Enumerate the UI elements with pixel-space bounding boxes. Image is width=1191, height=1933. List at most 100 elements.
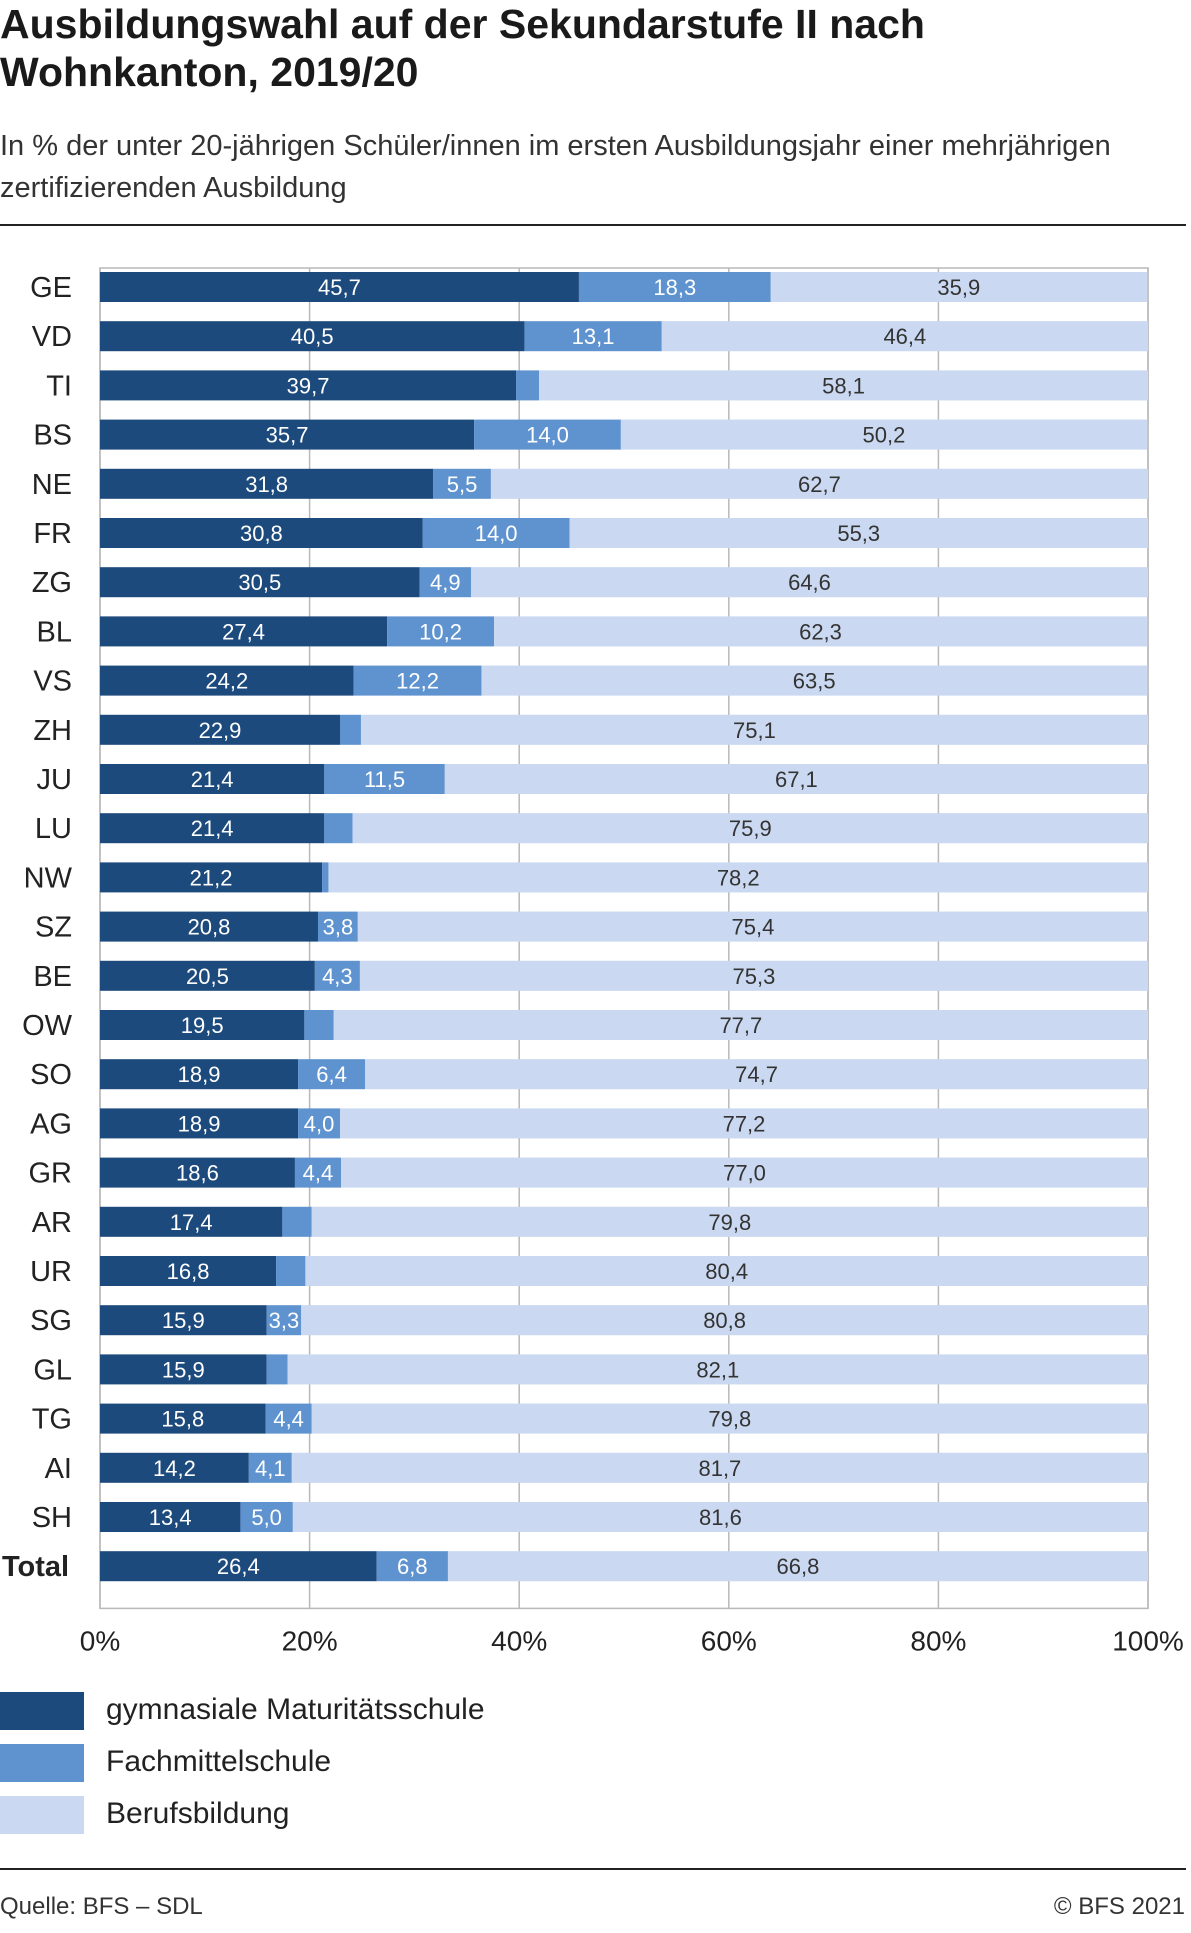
- bar-segment: [341, 1157, 1148, 1188]
- bottom-rule: [0, 1868, 1186, 1870]
- data-label: 78,2: [717, 865, 760, 890]
- data-label: 50,2: [862, 423, 905, 448]
- bar-segment: [276, 1256, 306, 1286]
- data-label: 45,7: [318, 275, 361, 300]
- data-label: 30,8: [240, 521, 283, 546]
- data-label: 66,8: [777, 1554, 820, 1579]
- data-label: 14,0: [526, 423, 569, 448]
- bar-segment: [240, 1502, 293, 1532]
- bar-segment: [322, 862, 329, 893]
- category-label: SZ: [35, 912, 72, 944]
- data-label: 24,2: [205, 669, 248, 694]
- data-label: 82,1: [696, 1357, 739, 1382]
- data-label: 11,5: [364, 767, 405, 792]
- data-label: 4,4: [303, 1161, 334, 1186]
- data-label: 75,1: [733, 718, 776, 743]
- data-label: 75,9: [729, 816, 772, 841]
- bar-segment: [100, 714, 340, 745]
- data-label: 3,3: [269, 1308, 300, 1333]
- data-label: 14,2: [153, 1456, 196, 1481]
- bar-segment: [569, 518, 1148, 548]
- bar-segment: [287, 1354, 1148, 1385]
- stacked-bar-chart: GE 45,7 18,3 35,9 VD 40,5 13,1 46,4 TI 39,7 58,1 BS…: [2, 267, 1184, 1656]
- x-tick-label: 20%: [282, 1625, 338, 1656]
- data-label: 80,8: [703, 1308, 746, 1333]
- category-label: NW: [24, 862, 73, 894]
- bar-segment: [328, 862, 1148, 893]
- category-label: VS: [33, 666, 72, 698]
- data-label: 18,9: [178, 1111, 221, 1136]
- bar-segment: [266, 1305, 302, 1336]
- bar-segment: [352, 813, 1148, 844]
- data-label: 75,3: [733, 964, 776, 989]
- bar-segment: [100, 1206, 283, 1237]
- bar-segment: [474, 419, 621, 450]
- data-label: 21,4: [191, 816, 234, 841]
- bar-segment: [100, 370, 517, 401]
- data-label: 77,7: [719, 1013, 762, 1038]
- bar-segment: [100, 1157, 295, 1188]
- data-label: 4,0: [304, 1111, 335, 1136]
- category-label: GL: [33, 1354, 72, 1386]
- bar-segment: [317, 911, 358, 942]
- category-label: VD: [32, 321, 72, 353]
- data-label: 18,9: [178, 1062, 221, 1087]
- data-label: 16,8: [167, 1259, 210, 1284]
- legend-label-beruf: Berufsbildung: [106, 1797, 290, 1830]
- data-label: 55,3: [837, 521, 880, 546]
- data-label: 74,7: [735, 1062, 778, 1087]
- bar-segment: [100, 321, 525, 352]
- data-label: 4,3: [322, 964, 353, 989]
- category-label: BS: [33, 420, 72, 452]
- bar-segment: [305, 1256, 1149, 1286]
- data-label: 4,4: [273, 1407, 304, 1432]
- bar-segment: [100, 518, 423, 548]
- bar-segment: [100, 1256, 277, 1286]
- bar-segment: [100, 1010, 305, 1040]
- bar-segment: [100, 862, 323, 893]
- data-label: 35,7: [266, 423, 309, 448]
- bar-segment: [266, 1354, 288, 1385]
- data-label: 81,6: [699, 1505, 742, 1530]
- bar-segment: [539, 370, 1148, 401]
- bar-segment: [311, 1403, 1148, 1434]
- data-label: 10,2: [419, 619, 462, 644]
- bar-segment: [291, 1452, 1148, 1483]
- category-label: GE: [30, 272, 72, 304]
- category-label: GR: [29, 1158, 73, 1190]
- x-tick-label: 100%: [1112, 1625, 1184, 1656]
- data-label: 19,5: [181, 1013, 224, 1038]
- category-label: AI: [45, 1453, 72, 1485]
- data-label: 26,4: [217, 1554, 260, 1579]
- legend-swatch-beruf: [0, 1796, 84, 1834]
- bar-segment: [470, 567, 1148, 598]
- data-label: 5,0: [251, 1505, 282, 1530]
- data-label: 40,5: [291, 324, 334, 349]
- data-label: 15,9: [162, 1357, 205, 1382]
- bar-segment: [339, 714, 361, 745]
- bar-segment: [433, 468, 491, 499]
- bar-segment: [494, 616, 1147, 647]
- legend-label-fachmittel: Fachmittelschule: [106, 1745, 332, 1778]
- category-label: TI: [46, 370, 72, 402]
- bar-segment: [100, 960, 315, 991]
- bar-segment: [770, 272, 1147, 302]
- bar-segment: [100, 1502, 241, 1532]
- bar-segment: [490, 468, 1148, 499]
- data-label: 20,5: [186, 964, 229, 989]
- source-note: Quelle: BFS – SDL: [0, 1893, 203, 1920]
- bar-segment: [304, 1010, 334, 1040]
- category-label: FR: [33, 518, 72, 550]
- data-label: 13,1: [572, 324, 615, 349]
- data-label: 35,9: [937, 275, 980, 300]
- bar-segment: [324, 764, 445, 794]
- chart-title: Ausbildungswahl auf der Sekundarstufe II…: [0, 1, 925, 95]
- bar-segment: [376, 1551, 448, 1582]
- bar-segment: [359, 960, 1148, 991]
- category-label: LU: [35, 813, 72, 845]
- data-label: 80,4: [705, 1259, 748, 1284]
- bar-segment: [333, 1010, 1149, 1040]
- data-label: 77,0: [723, 1161, 766, 1186]
- category-label: AG: [30, 1108, 72, 1140]
- bar-segment: [292, 1502, 1148, 1532]
